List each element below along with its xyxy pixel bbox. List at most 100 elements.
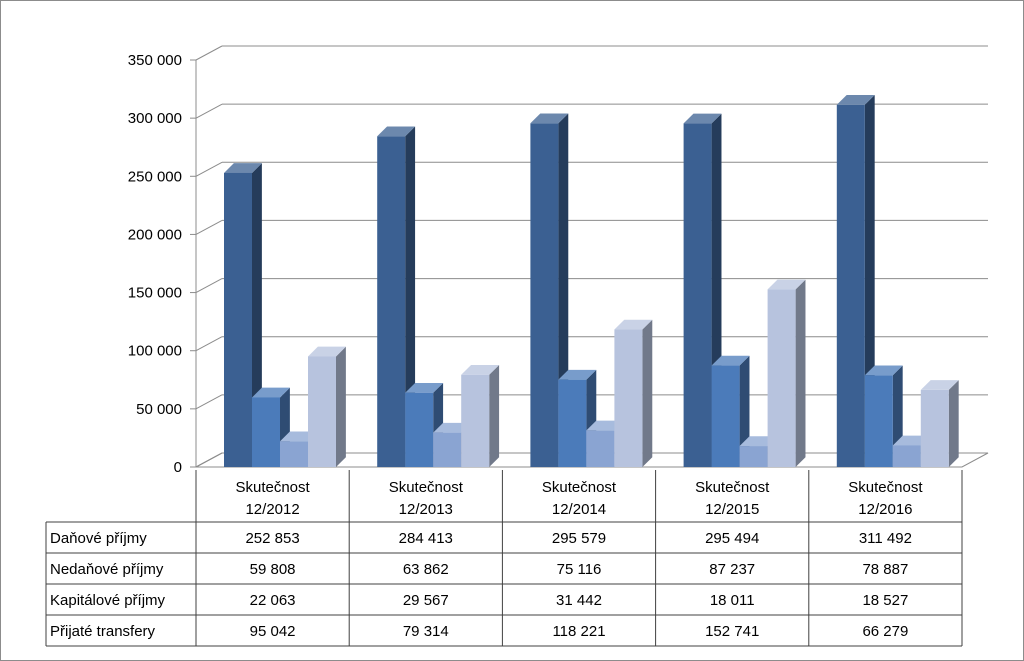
bar-front (683, 123, 712, 467)
data-label: 22 063 (250, 592, 296, 609)
y-tick-label: 0 (174, 459, 182, 476)
y-tick-label: 100 000 (128, 343, 182, 360)
y-tick-label: 50 000 (136, 401, 182, 418)
bar-front (224, 172, 252, 467)
x-tick-label: 12/2016 (858, 501, 912, 518)
y-tick-label: 250 000 (128, 168, 182, 185)
bar-front (614, 329, 643, 467)
bar-side (336, 346, 346, 467)
bar-top (767, 279, 806, 290)
bar-front (530, 123, 559, 468)
bar-top (224, 163, 262, 173)
bar-front (252, 397, 280, 467)
gridline-side (195, 219, 223, 235)
bar-front (405, 392, 434, 467)
bar-front (586, 430, 615, 467)
bar-front (836, 104, 865, 468)
bars (224, 94, 959, 468)
bar-top (711, 355, 750, 366)
y-axis-ticks: 0 50 000 100 000 150 000 200 000 250 000 300 0… (128, 52, 182, 476)
x-tick-label: Skutečnost (235, 479, 310, 496)
x-tick-label: 12/2015 (705, 501, 759, 518)
bar-top (836, 94, 875, 105)
data-label: 63 862 (403, 561, 449, 578)
bar (308, 346, 346, 467)
bar-side (642, 319, 653, 467)
data-label: 311 492 (859, 530, 912, 547)
data-label: 59 808 (250, 561, 296, 578)
data-label: 87 237 (709, 561, 755, 578)
bar (614, 319, 653, 467)
bar-top (614, 319, 653, 330)
y-tick-label: 150 000 (128, 285, 182, 302)
bar-top (461, 364, 500, 375)
bar-top (920, 380, 959, 390)
gridline-side (195, 103, 223, 119)
bar (767, 279, 806, 467)
y-tick-label: 350 000 (128, 52, 182, 69)
bar-front (433, 432, 462, 467)
x-tick-label: Skutečnost (695, 479, 770, 496)
bar-top (558, 369, 597, 380)
data-label: 31 442 (556, 592, 602, 609)
legend-entry: Kapitálové příjmy (50, 592, 166, 609)
data-table: Skutečnost 12/2012 Skutečnost 12/2013 Skuteč… (45, 470, 963, 647)
x-tick-label: Skutečnost (848, 479, 923, 496)
gridline-side (195, 278, 223, 294)
data-label: 18 527 (862, 592, 908, 609)
bar-front (308, 356, 336, 467)
bar-front (280, 441, 308, 467)
bar-side (405, 126, 416, 467)
bar-front (558, 379, 587, 467)
data-label: 118 221 (552, 623, 605, 640)
data-label: 29 567 (403, 592, 449, 609)
x-tick-label: Skutečnost (389, 479, 464, 496)
gridline-side (195, 161, 223, 177)
bar-front (711, 365, 740, 467)
bar-front (920, 389, 949, 467)
bar (461, 364, 500, 467)
bar-top (530, 113, 569, 124)
y-tick-label: 300 000 (128, 110, 182, 127)
data-label: 95 042 (250, 623, 296, 640)
bar-top (683, 113, 722, 124)
bar-top (405, 382, 444, 393)
data-label: 18 011 (710, 592, 755, 609)
y-tick-label: 200 000 (128, 226, 182, 243)
bar (920, 380, 959, 467)
bar-front (892, 445, 921, 467)
gridline-side (195, 394, 223, 410)
x-tick-label: Skutečnost (542, 479, 617, 496)
bar-front (377, 136, 406, 467)
bar-side (489, 364, 500, 467)
data-label: 75 116 (557, 561, 602, 578)
bar (377, 126, 416, 467)
data-label: 66 279 (862, 623, 908, 640)
bar-top (308, 346, 346, 357)
gridline-side (195, 452, 223, 468)
legend-entry: Přijaté transfery (50, 623, 156, 640)
legend-entry: Daňové příjmy (50, 530, 147, 547)
bar-front (739, 446, 768, 467)
gridline-side (195, 336, 223, 352)
data-label: 78 887 (862, 561, 908, 578)
data-label: 252 853 (245, 530, 299, 547)
data-label: 284 413 (399, 530, 453, 547)
bar-side (948, 380, 959, 467)
bar-side (795, 279, 806, 467)
bar-front (767, 289, 796, 467)
legend-entry: Nedaňové příjmy (50, 561, 164, 578)
data-label: 152 741 (705, 623, 759, 640)
data-label: 295 494 (705, 530, 759, 547)
data-label: 295 579 (552, 530, 606, 547)
data-label: 79 314 (403, 623, 449, 640)
bar-top (252, 387, 290, 398)
bar (711, 355, 750, 467)
x-tick-label: 12/2013 (399, 501, 453, 518)
bar-front (864, 375, 893, 467)
bar-top (864, 365, 903, 376)
bar-top (377, 126, 416, 137)
bar-front (461, 374, 490, 467)
gridline-side (195, 45, 223, 61)
